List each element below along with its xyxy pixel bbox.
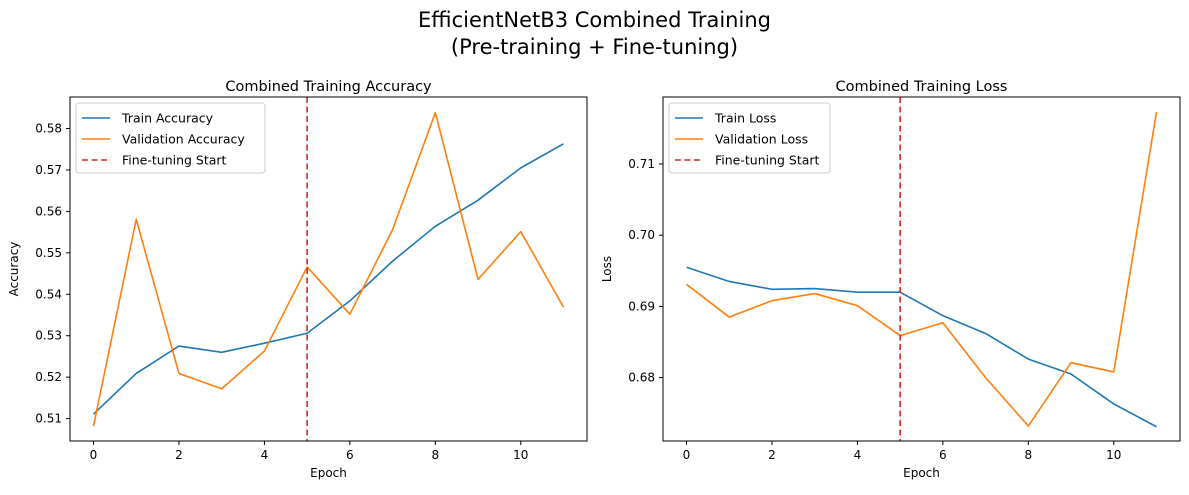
legend-label: Validation Loss bbox=[715, 132, 808, 147]
y-tick-label: 0.52 bbox=[35, 370, 62, 384]
y-tick-label: 0.56 bbox=[35, 204, 62, 218]
subplot-title: Combined Training Accuracy bbox=[225, 79, 432, 95]
legend-label: Fine-tuning Start bbox=[122, 153, 227, 168]
x-tick-label: 0 bbox=[90, 448, 98, 462]
figure-title-line2: (Pre-training + Fine-tuning) bbox=[450, 35, 739, 59]
legend-box bbox=[75, 102, 266, 174]
legend: Train Loss Validation Loss Fine-tuning Sta… bbox=[668, 102, 831, 174]
x-tick-label: 8 bbox=[431, 448, 439, 462]
axes-frame bbox=[69, 96, 588, 442]
y-tick-label: 0.68 bbox=[628, 371, 655, 385]
legend-label: Train Loss bbox=[714, 111, 776, 126]
x-tick-label: 10 bbox=[1106, 448, 1121, 462]
y-tick-label: 0.51 bbox=[35, 412, 62, 426]
x-tick-label: 8 bbox=[1024, 448, 1032, 462]
legend-label: Train Accuracy bbox=[121, 111, 214, 126]
y-tick-label: 0.53 bbox=[35, 329, 62, 343]
x-tick-label: 0 bbox=[683, 448, 691, 462]
legend-label: Validation Accuracy bbox=[122, 132, 245, 147]
y-tick-label: 0.54 bbox=[35, 287, 62, 301]
x-tick-label: 10 bbox=[513, 448, 528, 462]
series-line-train bbox=[92, 143, 564, 415]
y-tick-label: 0.57 bbox=[35, 163, 62, 177]
y-tick-label: 0.69 bbox=[628, 299, 655, 313]
legend-label: Fine-tuning Start bbox=[715, 153, 820, 168]
axes-frame bbox=[662, 96, 1181, 442]
x-axis-label: Epoch bbox=[903, 466, 940, 480]
figure-title-line1: EfficientNetB3 Combined Training bbox=[418, 8, 771, 32]
y-axis-label: Loss bbox=[600, 256, 614, 282]
x-tick-label: 2 bbox=[175, 448, 183, 462]
subplot-title: Combined Training Loss bbox=[836, 79, 1008, 95]
y-tick-label: 0.70 bbox=[628, 228, 655, 242]
subplot-accuracy: Combined Training Accuracy 0 2 4 6 8 10 0.51 0.5… bbox=[7, 79, 588, 480]
y-tick-label: 0.55 bbox=[35, 246, 62, 260]
legend: Train Accuracy Validation Accuracy Fine-tu… bbox=[75, 102, 266, 174]
y-tick-label: 0.71 bbox=[628, 157, 655, 171]
series-line-validation bbox=[92, 111, 565, 427]
legend-box bbox=[668, 102, 831, 174]
subplot-loss: Combined Training Loss 0 2 4 6 8 10 0.68 0.69 0.7… bbox=[600, 79, 1181, 480]
series-line-validation bbox=[686, 111, 1158, 427]
series-line-train bbox=[686, 266, 1157, 428]
x-tick-label: 2 bbox=[768, 448, 776, 462]
x-tick-label: 4 bbox=[854, 448, 862, 462]
x-axis-label: Epoch bbox=[310, 466, 347, 480]
x-tick-label: 4 bbox=[261, 448, 269, 462]
y-axis-label: Accuracy bbox=[7, 242, 21, 297]
y-tick-label: 0.58 bbox=[35, 121, 62, 135]
x-tick-label: 6 bbox=[346, 448, 354, 462]
x-tick-label: 6 bbox=[939, 448, 947, 462]
